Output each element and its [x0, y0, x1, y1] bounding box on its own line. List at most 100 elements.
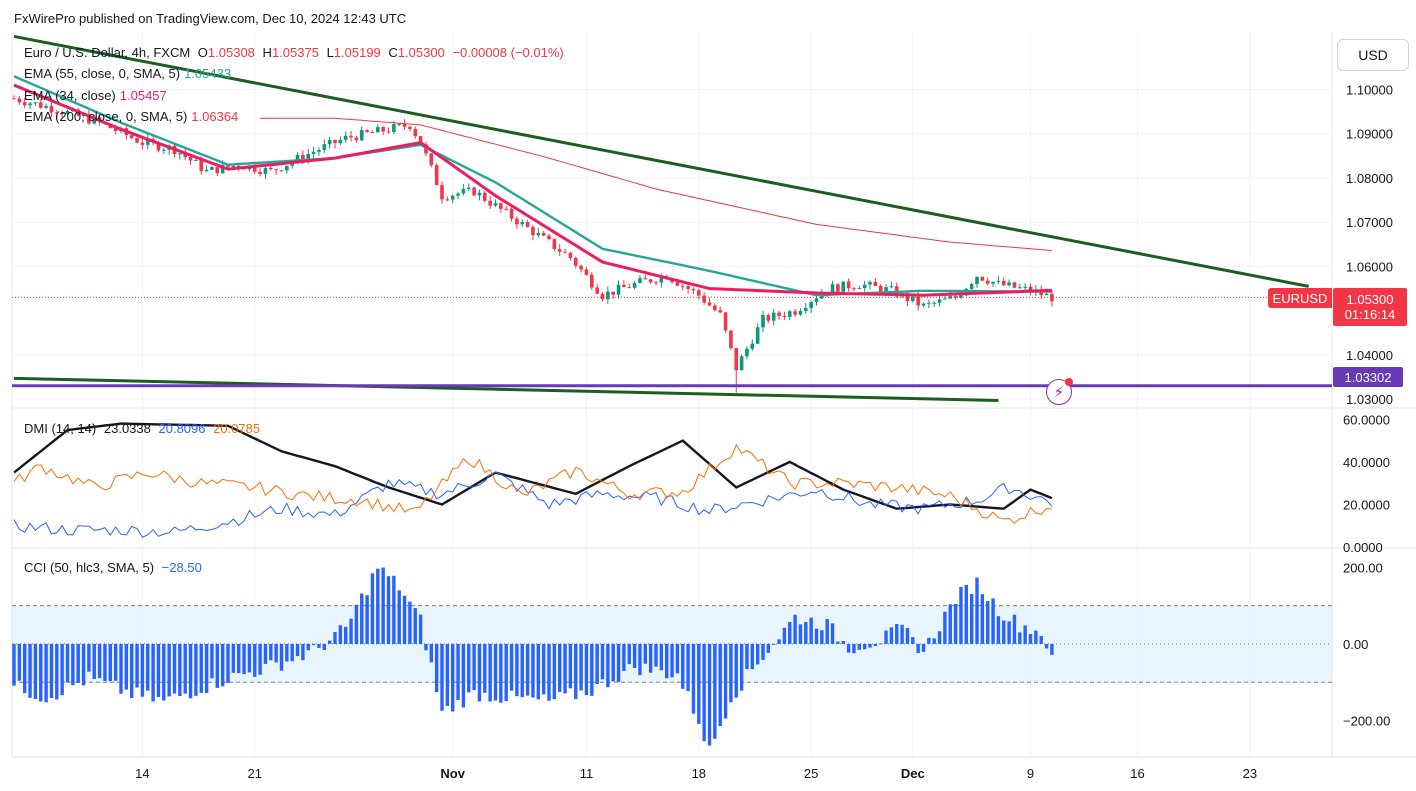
cci-bar	[558, 643, 562, 692]
cci-bar	[445, 643, 450, 706]
symbol-label[interactable]: Euro / U.S. Dollar, 4h, FXCM	[24, 45, 191, 60]
candle-body	[472, 187, 476, 196]
cci-bar	[188, 643, 193, 699]
cci-bar	[424, 643, 428, 651]
candle-body	[889, 286, 894, 288]
cci-bar	[675, 643, 680, 674]
symbol-price-tag: EURUSD	[1268, 288, 1332, 308]
high-value: 1.05375	[271, 45, 319, 60]
time-tick-label: 9	[1027, 766, 1034, 781]
cci-bar	[135, 643, 139, 688]
cci-bar	[643, 643, 647, 664]
currency-button[interactable]: USD	[1337, 39, 1409, 71]
cci-bar	[499, 643, 503, 703]
cci-bar	[536, 643, 540, 700]
cci-bar	[55, 643, 59, 700]
candle-body	[937, 299, 942, 303]
candle-body	[606, 291, 610, 300]
cci-bar	[338, 625, 343, 644]
ema55-legend[interactable]: EMA (55, close, 0, SMA, 5) 1.05433	[24, 66, 232, 81]
cci-bar	[515, 643, 519, 697]
cci-bar	[39, 643, 43, 702]
candle-body	[156, 142, 161, 151]
candle-body	[188, 157, 193, 161]
candle-body	[841, 281, 846, 292]
candle-body	[231, 165, 236, 167]
cci-bar	[33, 643, 38, 699]
bar-countdown: 01:16:14	[1344, 307, 1396, 322]
cci-legend[interactable]: CCI (50, hlc3, SMA, 5) −28.50	[24, 560, 202, 575]
cci-bar	[263, 643, 268, 664]
cci-bar	[846, 643, 851, 653]
cci-bar	[253, 643, 257, 677]
dmi-tick-label: 20.0000	[1343, 497, 1390, 512]
plus-di-line	[13, 471, 1053, 538]
last-price-value: 1.05300	[1346, 292, 1394, 307]
cci-bar	[932, 638, 936, 644]
cci-bar	[279, 643, 284, 671]
lightning-icon[interactable]: ⚡	[1046, 379, 1072, 405]
ema200-legend[interactable]: EMA (200, close, 0, SMA, 5) 1.06364	[24, 109, 239, 124]
cci-bar	[852, 643, 856, 654]
cci-bar	[595, 643, 599, 684]
cci-bar	[568, 643, 573, 689]
cci-bar	[344, 626, 348, 644]
time-tick-label: 23	[1243, 766, 1257, 781]
cci-bar	[905, 627, 910, 644]
cci-bar	[991, 598, 995, 644]
candle-body	[959, 295, 963, 298]
candle-body	[911, 296, 915, 301]
ema34-legend[interactable]: EMA (34, close) 1.05457	[24, 88, 167, 103]
cci-bar	[440, 643, 444, 711]
cci-bar	[124, 643, 129, 690]
candle-body	[285, 165, 289, 171]
cci-bar	[750, 643, 754, 670]
cci-bar	[504, 643, 508, 702]
cci-bar	[172, 643, 177, 694]
cci-bar	[761, 643, 765, 660]
candle-body	[504, 208, 508, 210]
candle-body	[878, 285, 883, 293]
cci-bar	[632, 643, 637, 669]
cci-bar	[948, 604, 952, 644]
cci-bar	[226, 643, 230, 683]
cci-bar	[434, 643, 439, 693]
dmi-legend[interactable]: DMI (14, 14) 23.0338 20.8096 20.0785	[24, 421, 261, 436]
candle-body	[932, 302, 936, 304]
cci-bar	[1039, 635, 1043, 644]
price-tick-label: 1.03000	[1346, 392, 1393, 407]
candle-body	[573, 257, 578, 266]
candle-body	[44, 106, 48, 108]
cci-bar	[44, 643, 48, 703]
candle-body	[836, 284, 840, 292]
cci-bar	[17, 643, 22, 681]
candle-body	[338, 139, 343, 144]
open-value: 1.05308	[207, 45, 255, 60]
candle-body	[397, 123, 401, 125]
cci-bar	[140, 643, 145, 697]
cci-bar	[782, 627, 787, 644]
cci-bar	[333, 632, 337, 644]
minus-di-line	[13, 443, 1052, 524]
cci-bar	[755, 643, 760, 665]
candle-body	[991, 281, 995, 284]
cci-bar	[199, 643, 203, 693]
candle-body	[65, 111, 70, 115]
candle-body	[905, 293, 910, 301]
cci-bar	[402, 595, 407, 644]
candle-body	[921, 303, 926, 306]
cci-bar	[670, 643, 674, 678]
cci-bar	[81, 643, 86, 686]
cci-bar	[739, 643, 744, 691]
cci-bar	[215, 643, 219, 688]
dmi-tick-label: 40.0000	[1343, 455, 1390, 470]
cci-bar	[964, 584, 968, 644]
cci-bar	[745, 643, 749, 670]
cci-bar	[285, 643, 289, 662]
candle-body	[702, 295, 706, 303]
support-level-tag: 1.03302	[1333, 367, 1403, 387]
candle-body	[590, 274, 594, 288]
cci-bar	[204, 643, 209, 693]
candle-body	[632, 282, 637, 288]
